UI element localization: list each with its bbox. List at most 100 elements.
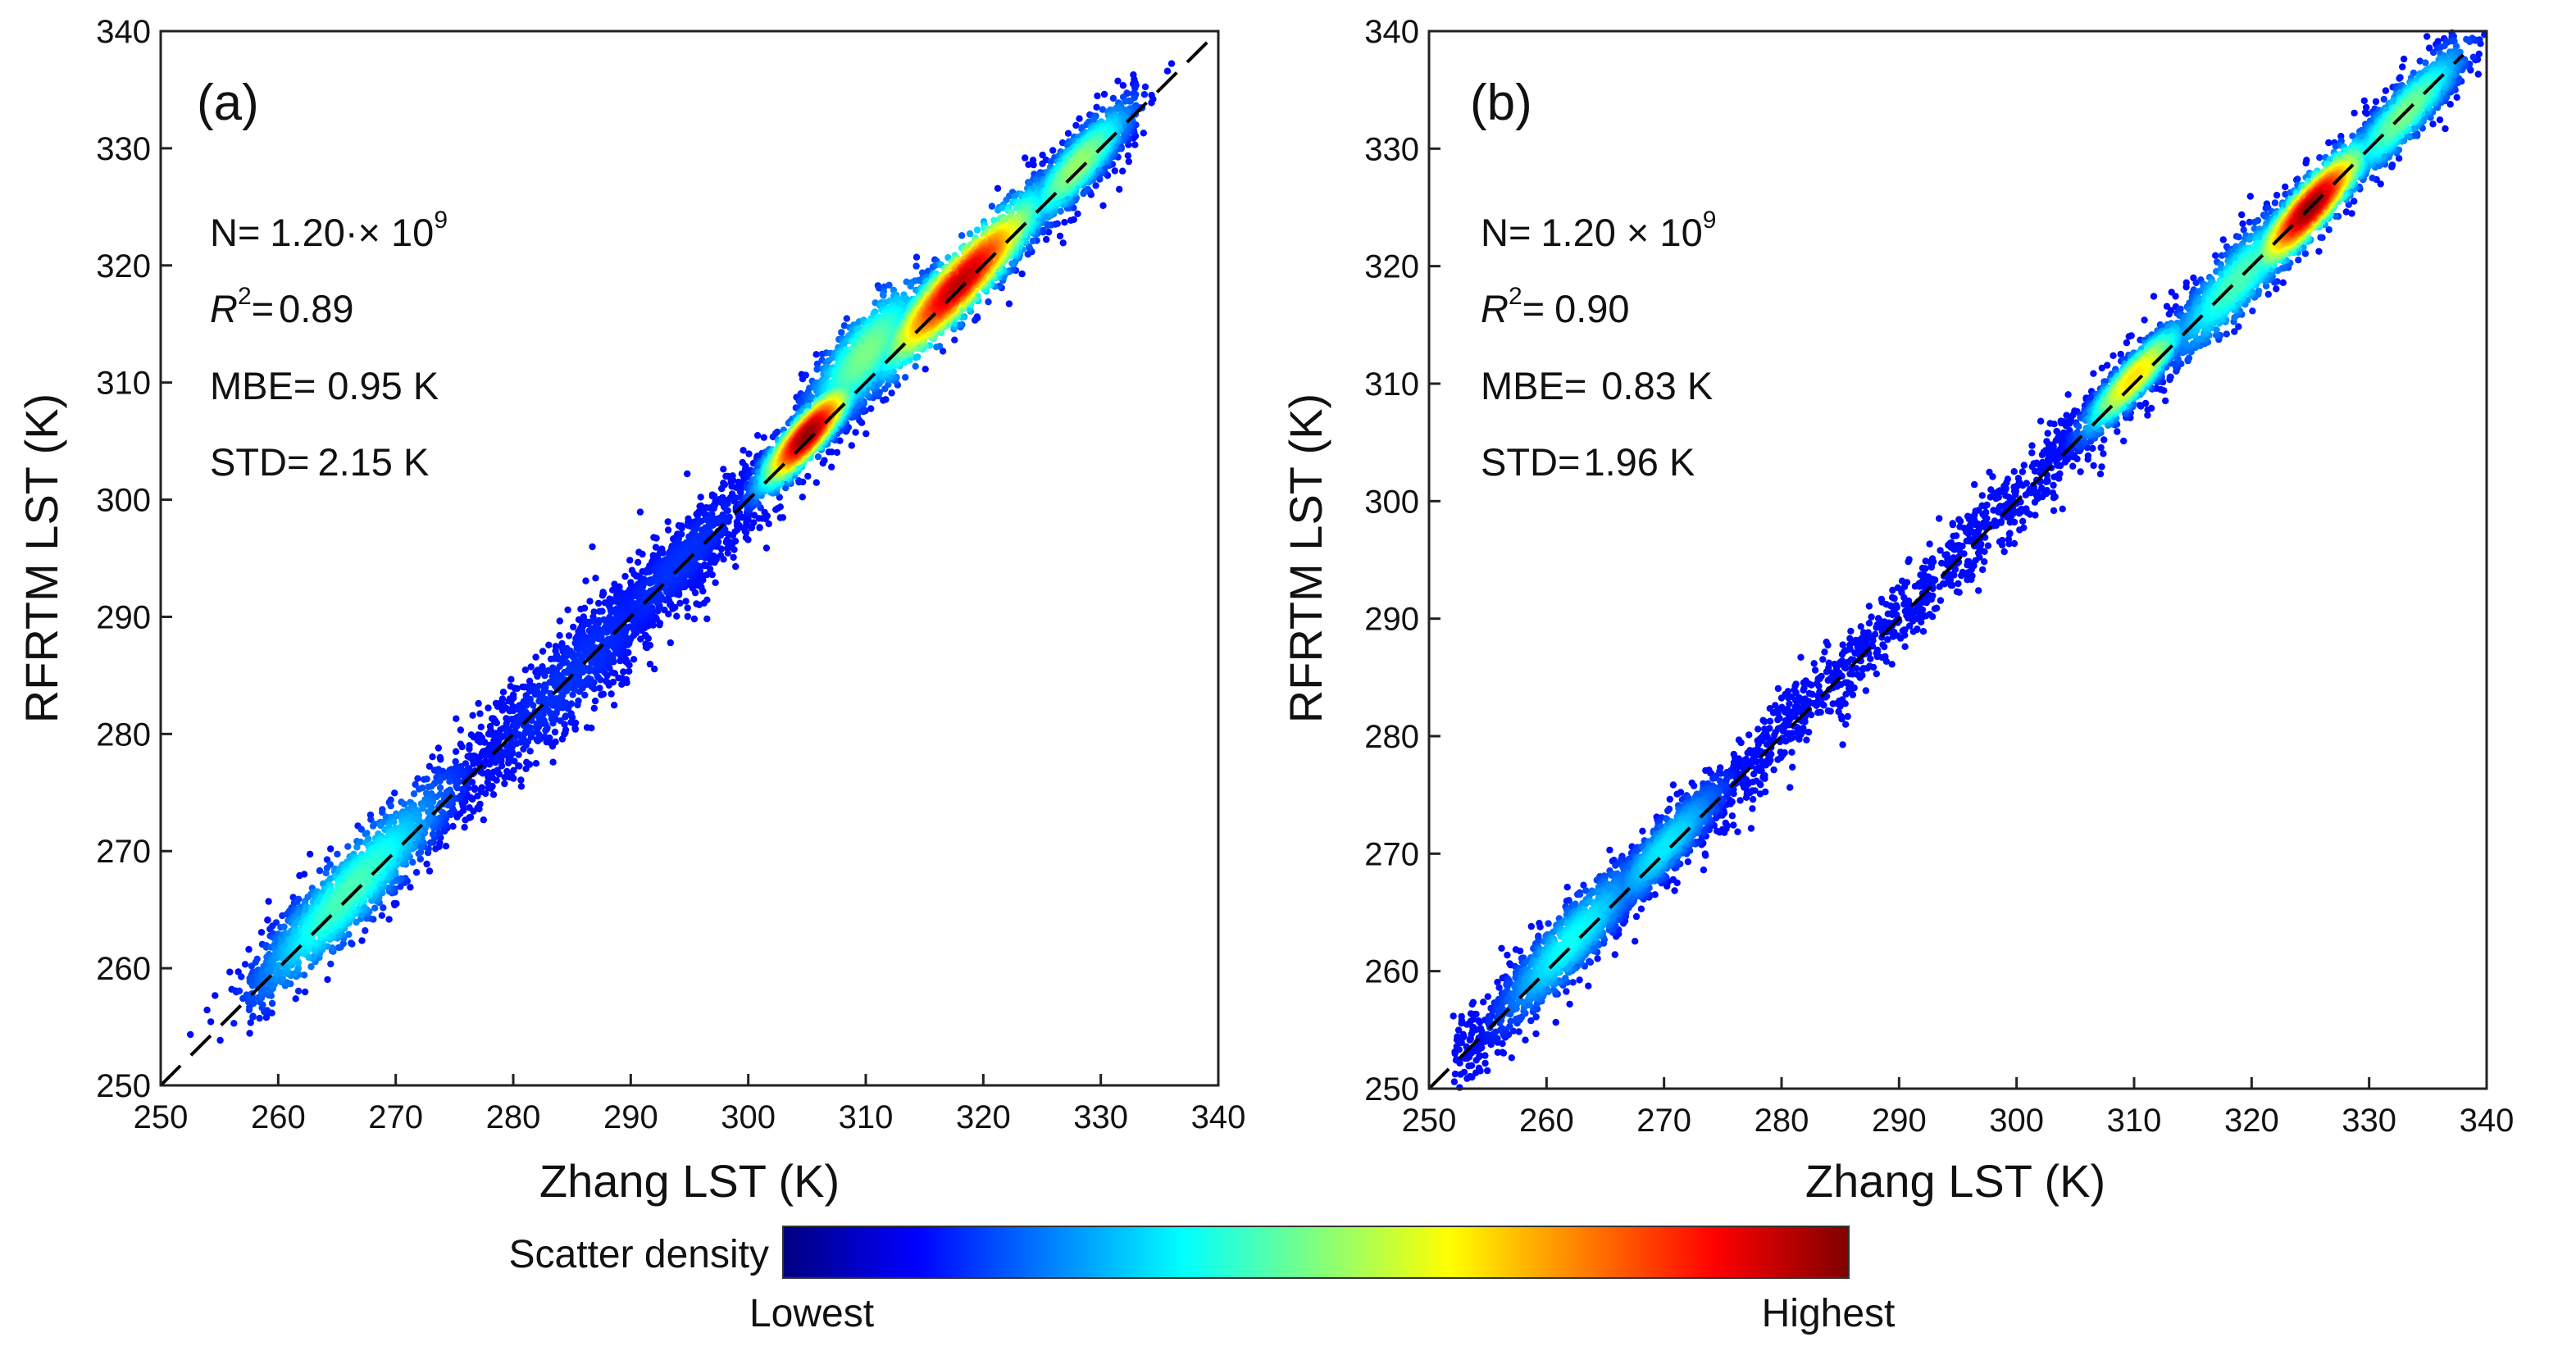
scatter-point <box>586 598 594 605</box>
scatter-point <box>435 744 442 752</box>
scatter-point <box>498 695 507 703</box>
scatter-point <box>1141 83 1149 91</box>
scatter-point <box>819 459 826 467</box>
scatter-point <box>626 557 634 564</box>
scatter-point <box>1043 235 1050 243</box>
scatter-point <box>630 656 638 663</box>
scatter-point <box>507 772 516 780</box>
scatter-point <box>712 579 719 586</box>
scatter-point <box>457 740 464 748</box>
scatter-point <box>526 748 534 755</box>
scatter-point <box>641 632 649 639</box>
scatter-point <box>610 702 618 709</box>
scatter-point <box>235 987 243 995</box>
scatter-point <box>426 762 433 770</box>
scatter-point <box>732 562 740 571</box>
scatter-point <box>238 973 245 980</box>
scatter-point <box>493 719 500 727</box>
scatter-point <box>1029 237 1037 245</box>
scatter-point <box>1025 161 1032 168</box>
scatter-point <box>477 723 485 730</box>
scatter-point <box>703 571 711 579</box>
scatter-point <box>316 866 324 875</box>
scatter-point <box>1039 160 1046 167</box>
scatter-point <box>599 690 608 698</box>
scatter-point <box>684 604 691 612</box>
scatter-point <box>958 232 966 239</box>
scatter-point <box>907 282 914 290</box>
scatter-point <box>532 760 540 767</box>
scatter-point <box>429 753 436 761</box>
scatter-point <box>1109 94 1117 102</box>
scatter-point <box>729 476 737 484</box>
scatter-point <box>212 992 219 999</box>
scatter-point <box>1119 82 1127 89</box>
scatter-point <box>510 707 517 715</box>
scatter-point <box>673 612 680 620</box>
scatter-point <box>1116 185 1123 193</box>
scatter-point <box>470 760 477 767</box>
scatter-point <box>973 313 981 321</box>
scatter-point <box>804 472 812 480</box>
scatter-point <box>489 791 498 798</box>
scatter-point <box>415 850 422 857</box>
scatter-point <box>838 329 845 336</box>
scatter-point <box>353 844 361 851</box>
scatter-point <box>378 912 385 920</box>
scatter-point <box>301 988 309 996</box>
scatter-point <box>521 728 530 735</box>
scatter-point <box>515 731 523 739</box>
scatter-point <box>728 540 736 548</box>
scatter-point <box>750 512 758 519</box>
scatter-point <box>649 604 656 612</box>
scatter-point <box>246 1030 253 1037</box>
scatter-point <box>985 298 992 306</box>
scatter-point <box>571 725 579 733</box>
scatter-point <box>1022 154 1029 161</box>
scatter-point <box>753 432 762 439</box>
scatter-point <box>723 507 731 515</box>
scatter-point <box>913 262 920 270</box>
scatter-point <box>592 575 599 582</box>
scatter-point <box>545 641 553 648</box>
scatter-point <box>300 871 308 878</box>
scatter-point <box>664 526 672 534</box>
scatter-point <box>552 738 559 746</box>
scatter-point <box>740 447 747 454</box>
scatter-point <box>843 315 851 322</box>
scatter-point <box>1124 152 1132 160</box>
scatter-point <box>624 660 632 667</box>
scatter-point <box>436 784 444 792</box>
scatter-point <box>659 549 667 557</box>
scatter-point <box>656 619 664 627</box>
scatter-point <box>464 753 471 760</box>
scatter-point <box>207 1018 215 1026</box>
scatter-point <box>814 453 822 461</box>
scatter-point <box>652 544 660 551</box>
scatter-point <box>327 845 335 853</box>
scatter-point <box>476 710 484 717</box>
scatter-point <box>1092 182 1099 189</box>
scatter-point <box>369 822 377 830</box>
scatter-point <box>1056 232 1064 240</box>
scatter-point <box>294 987 303 995</box>
scatter-point <box>268 999 276 1007</box>
scatter-point <box>748 524 756 531</box>
scatter-point <box>1029 157 1037 164</box>
scatter-point <box>591 697 599 705</box>
scatter-point <box>701 561 708 569</box>
scatter-point <box>646 660 654 668</box>
scatter-point <box>799 494 806 501</box>
scatter-point <box>494 766 501 774</box>
scatter-point <box>760 434 767 441</box>
scatter-point <box>348 939 355 947</box>
scatter-point <box>583 724 591 731</box>
scatter-point <box>499 689 507 696</box>
scatter-point <box>437 756 444 763</box>
scatter-point <box>187 1030 194 1039</box>
scatter-point <box>867 405 875 412</box>
scatter-point <box>584 620 592 628</box>
scatter-point <box>570 623 577 631</box>
scatter-point <box>461 824 468 831</box>
